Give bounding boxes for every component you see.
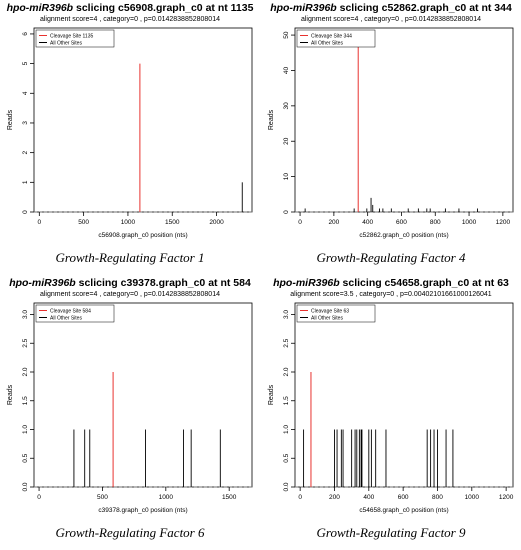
x-tick-label: 0 (298, 494, 302, 501)
y-tick-label: 0 (22, 210, 29, 214)
legend-entry: All Other Sites (50, 41, 82, 47)
chart-panel-3: hpo-miR396b sclicing c39378.graph_c0 at … (0, 275, 260, 550)
legend-box (296, 304, 376, 323)
chart-plot: 0 500 1000 1500 2000 0 1 2 3 4 5 6 c56908.graph_c0 p… (7, 27, 253, 239)
chart-subtitle: alignment score=4 , category=0 , p=0.014… (300, 16, 481, 23)
y-axis-label: Reads (268, 384, 275, 405)
x-tick-label: 800 (432, 494, 443, 501)
chart-plot: 0 500 1000 1500 0.0 0.5 1.0 1.5 2.0 2.5 3.0 c39378.… (7, 302, 253, 514)
x-tick-label: 500 (78, 219, 89, 226)
legend-box (35, 29, 115, 48)
y-tick-label: 30 (283, 102, 290, 110)
y-tick-label: 6 (22, 32, 29, 36)
x-tick-label: 400 (362, 219, 373, 226)
y-tick-label: 1 (22, 180, 29, 184)
y-tick-label: 1.0 (22, 425, 29, 434)
plot-frame (33, 302, 253, 488)
x-tick-label: 1000 (465, 494, 480, 501)
y-tick-label: 3.0 (283, 310, 290, 319)
chart-caption: Growth-Regulating Factor 4 (316, 250, 466, 265)
chart-subtitle: alignment score=4 , category=0 , p=0.014… (39, 291, 220, 298)
chart-title: hpo-miR396b sclicing c56908.graph_c0 at … (6, 2, 254, 14)
chart-title: hpo-miR396b sclicing c39378.graph_c0 at … (9, 277, 251, 289)
chart-panel-4: hpo-miR396b sclicing c54658.graph_c0 at … (261, 275, 521, 550)
chart-caption: Growth-Regulating Factor 1 (55, 250, 205, 265)
legend-entry: All Other Sites (311, 41, 343, 47)
x-tick-label: 800 (430, 219, 441, 226)
x-tick-label: 1500 (222, 494, 237, 501)
legend-entry: All Other Sites (50, 316, 82, 322)
chart-plot: 0 200 400 600 800 1000 1200 0 10 20 30 40 50 c52862.g… (268, 27, 514, 239)
chart-panel-1: hpo-miR396b sclicing c56908.graph_c0 at … (0, 0, 260, 275)
y-tick-label: 0.5 (283, 453, 290, 462)
x-tick-label: 1000 (159, 494, 174, 501)
y-tick-label: 1.5 (283, 396, 290, 405)
x-tick-label: 1200 (499, 494, 514, 501)
chart-caption: Growth-Regulating Factor 9 (316, 525, 466, 540)
y-axis-label: Reads (7, 384, 14, 405)
y-tick-label: 2 (22, 150, 29, 154)
y-axis-label: Reads (268, 109, 275, 130)
legend-entry: Cleavage Site 584 (50, 309, 91, 315)
y-tick-label: 5 (22, 61, 29, 65)
x-tick-label: 0 (298, 219, 302, 226)
y-tick-label: 0.0 (22, 482, 29, 491)
y-tick-label: 2.0 (22, 367, 29, 376)
x-tick-label: 600 (396, 219, 407, 226)
y-tick-label: 0 (283, 210, 290, 214)
legend-entry: Cleavage Site 344 (311, 34, 352, 40)
x-tick-label: 0 (37, 494, 41, 501)
chart-panel-2: hpo-miR396b sclicing c52862.graph_c0 at … (261, 0, 521, 275)
y-tick-label: 2.0 (283, 367, 290, 376)
y-tick-label: 1.5 (22, 396, 29, 405)
y-tick-label: 3.0 (22, 310, 29, 319)
x-axis-label: c52862.graph_c0 position (nts) (359, 232, 448, 239)
y-tick-label: 10 (283, 173, 290, 181)
x-tick-label: 1000 (121, 219, 136, 226)
plot-frame (294, 302, 514, 488)
y-tick-label: 40 (283, 66, 290, 74)
y-tick-label: 20 (283, 137, 290, 145)
legend-entry: Cleavage Site 1135 (50, 34, 93, 40)
legend-entry: All Other Sites (311, 316, 343, 322)
x-tick-label: 200 (328, 219, 339, 226)
y-tick-label: 4 (22, 91, 29, 95)
y-tick-label: 0.5 (22, 453, 29, 462)
x-tick-label: 500 (97, 494, 108, 501)
chart-plot: 0 200 400 600 800 1000 1200 0.0 0.5 1.0 1.5 2.0 2.5 3… (268, 302, 514, 514)
plot-frame (33, 27, 253, 213)
chart-title: hpo-miR396b sclicing c52862.graph_c0 at … (270, 2, 512, 14)
legend-box (35, 304, 115, 323)
x-tick-label: 400 (363, 494, 374, 501)
y-tick-label: 0.0 (283, 482, 290, 491)
chart-subtitle: alignment score=4 , category=0 , p=0.014… (39, 16, 220, 23)
x-tick-label: 600 (398, 494, 409, 501)
x-tick-label: 1200 (496, 219, 511, 226)
x-tick-label: 200 (329, 494, 340, 501)
x-tick-label: 0 (38, 219, 42, 226)
y-tick-label: 50 (283, 31, 290, 39)
chart-title: hpo-miR396b sclicing c54658.graph_c0 at … (273, 277, 509, 289)
y-axis-label: Reads (7, 109, 14, 130)
x-tick-label: 1000 (462, 219, 477, 226)
legend-box (296, 29, 376, 48)
x-tick-label: 2000 (209, 219, 224, 226)
legend-entry: Cleavage Site 63 (311, 309, 349, 315)
x-tick-label: 1500 (165, 219, 180, 226)
x-axis-label: c54658.graph_c0 position (nts) (359, 507, 448, 514)
y-tick-label: 1.0 (283, 425, 290, 434)
y-tick-label: 2.5 (22, 338, 29, 347)
chart-subtitle: alignment score=3.5 , category=0 , p=0.0… (290, 291, 492, 298)
x-axis-label: c56908.graph_c0 position (nts) (98, 232, 187, 239)
y-tick-label: 3 (22, 121, 29, 125)
plot-frame (294, 27, 514, 213)
y-tick-label: 2.5 (283, 338, 290, 347)
x-axis-label: c39378.graph_c0 position (nts) (98, 507, 187, 514)
chart-caption: Growth-Regulating Factor 6 (55, 525, 205, 540)
